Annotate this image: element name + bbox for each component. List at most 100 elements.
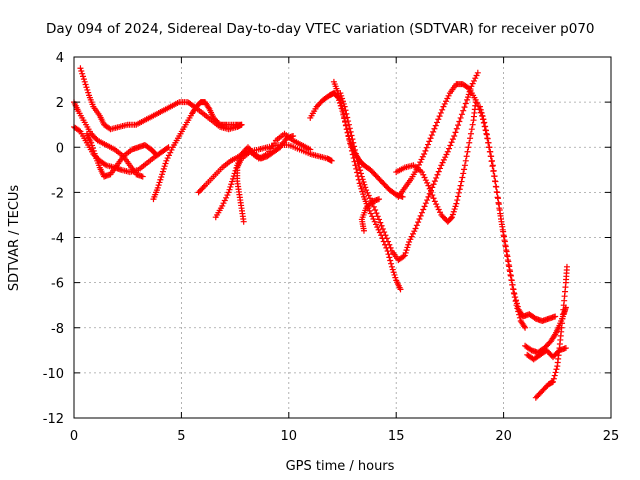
- data-point: [510, 286, 517, 293]
- series-16: [522, 304, 569, 356]
- data-point: [439, 159, 446, 166]
- data-point: [551, 332, 558, 339]
- data-point: [362, 184, 369, 191]
- data-point: [360, 191, 367, 198]
- data-point: [374, 213, 381, 220]
- data-point: [504, 253, 511, 260]
- data-point: [469, 80, 476, 87]
- data-point: [361, 181, 368, 188]
- data-point: [423, 144, 430, 151]
- series-6: [195, 141, 335, 196]
- data-point: [465, 91, 472, 98]
- data-point: [443, 98, 450, 105]
- series-9: [307, 90, 406, 200]
- data-point: [403, 247, 410, 254]
- data-point: [457, 182, 464, 189]
- data-point: [445, 92, 452, 99]
- data-point: [82, 81, 89, 88]
- data-point: [437, 109, 444, 116]
- data-point: [501, 238, 508, 245]
- data-point: [159, 171, 166, 178]
- data-point: [238, 121, 245, 128]
- data-point: [439, 106, 446, 113]
- data-point: [562, 345, 569, 352]
- data-point: [429, 192, 436, 199]
- data-point: [453, 200, 460, 207]
- data-point: [387, 244, 394, 251]
- data-point: [431, 178, 438, 185]
- data-point: [477, 106, 484, 113]
- data-point: [205, 104, 212, 111]
- data-point: [550, 378, 557, 385]
- data-point: [472, 75, 479, 82]
- data-point: [458, 111, 465, 118]
- data-point: [418, 209, 425, 216]
- data-point: [512, 294, 519, 301]
- data-point: [482, 127, 489, 134]
- data-point: [379, 225, 386, 232]
- y-tick-label: -10: [43, 367, 64, 382]
- data-point: [351, 158, 358, 165]
- data-point: [513, 300, 520, 307]
- data-point: [482, 123, 489, 130]
- data-point: [491, 173, 498, 180]
- series-18: [524, 345, 569, 363]
- y-tick-label: -12: [43, 412, 64, 427]
- data-point: [378, 222, 385, 229]
- data-point: [462, 157, 469, 164]
- data-point: [89, 142, 96, 149]
- data-point: [447, 142, 454, 149]
- y-tick-label: -4: [51, 232, 64, 247]
- data-point: [435, 206, 442, 213]
- data-point: [354, 157, 361, 164]
- series-12: [358, 196, 383, 234]
- data-point: [502, 243, 509, 250]
- data-point: [93, 136, 100, 143]
- series-14: [395, 81, 529, 331]
- data-point: [226, 186, 233, 193]
- data-point: [461, 104, 468, 111]
- data-point: [85, 89, 92, 96]
- data-point: [421, 174, 428, 181]
- data-point: [437, 209, 444, 216]
- data-point: [476, 103, 483, 110]
- data-point: [413, 222, 420, 229]
- data-point: [79, 70, 86, 77]
- data-point: [552, 369, 559, 376]
- data-point: [225, 189, 232, 196]
- data-point: [345, 133, 352, 140]
- data-point: [501, 233, 508, 240]
- data-point: [427, 135, 434, 142]
- data-point: [483, 131, 490, 138]
- data-point: [101, 161, 108, 168]
- data-point: [489, 162, 496, 169]
- data-point: [165, 152, 172, 159]
- data-point: [374, 224, 381, 231]
- data-point: [347, 140, 354, 147]
- data-point: [494, 189, 501, 196]
- data-point: [431, 198, 438, 205]
- data-point: [348, 147, 355, 154]
- data-point: [370, 203, 377, 210]
- data-point: [161, 163, 168, 170]
- data-point: [353, 165, 360, 172]
- data-point: [551, 372, 558, 379]
- y-tick-label: -2: [51, 186, 64, 201]
- data-point: [446, 145, 453, 152]
- data-point: [464, 94, 471, 101]
- data-point: [552, 313, 559, 320]
- data-point: [481, 119, 488, 126]
- data-point: [351, 143, 358, 150]
- data-point: [386, 241, 393, 248]
- data-point: [84, 86, 91, 93]
- data-point: [448, 215, 455, 222]
- data-point: [498, 218, 505, 225]
- data-point: [346, 137, 353, 144]
- data-point: [461, 166, 468, 173]
- data-point: [375, 226, 382, 233]
- data-point: [158, 174, 165, 181]
- data-point: [157, 176, 164, 183]
- data-point: [441, 100, 448, 107]
- data-point: [500, 228, 507, 235]
